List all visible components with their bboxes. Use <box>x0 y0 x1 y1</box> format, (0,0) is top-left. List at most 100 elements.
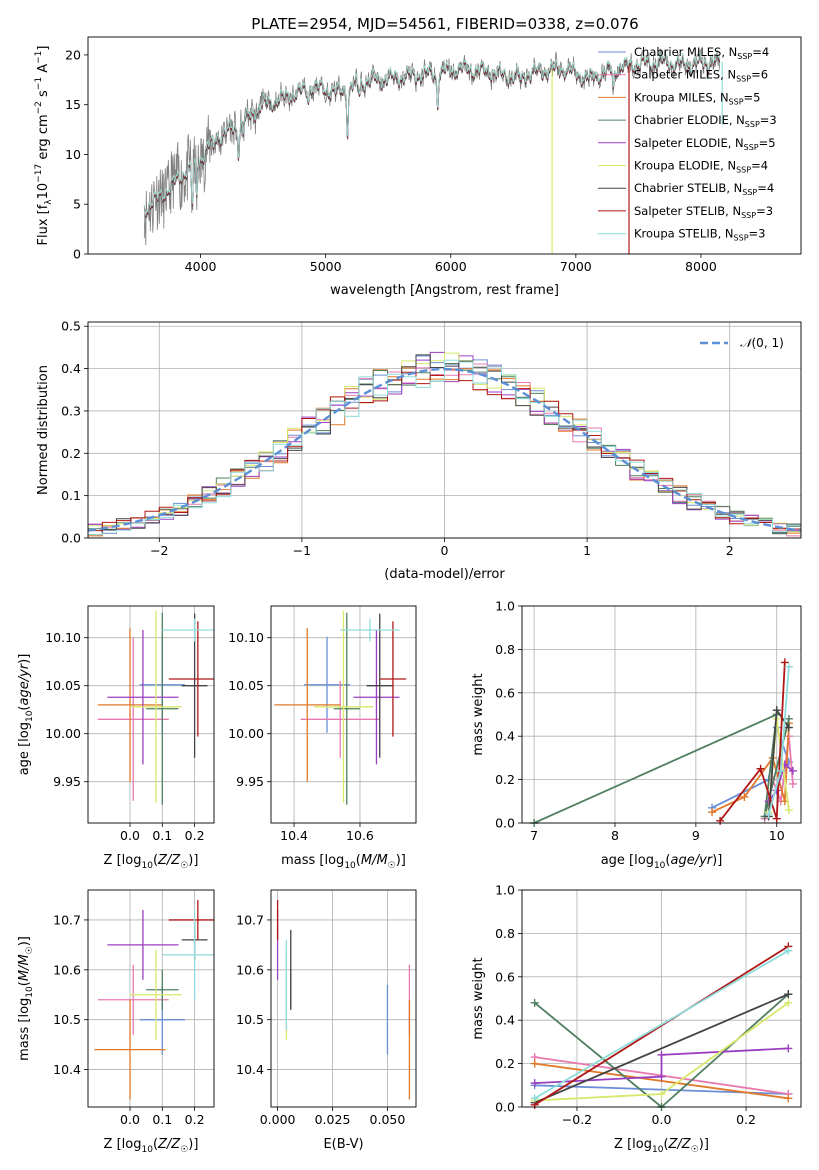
x-tick-label: 0.0 <box>120 828 140 843</box>
mass-weight-marker <box>716 816 725 825</box>
panel-age-vs-mass: 10.4 10.6 9.95 10.00 10.05 10.10 mass [log10(M… <box>228 605 417 871</box>
y-tick-label: 10.7 <box>236 912 264 927</box>
mass-weight-marker <box>784 998 793 1007</box>
y-tick-label: 0.2 <box>495 1056 515 1071</box>
panel-massweight-vs-age: 7 8 9 10 0.0 0.2 0.4 0.6 0.8 1.0 age [log10(age/yr… <box>471 599 802 871</box>
y-tick-label: 10 <box>65 147 81 162</box>
y-tick-label: 0.8 <box>495 642 515 657</box>
y-tick-label: 10.6 <box>53 962 81 977</box>
legend-entry: Kroupa MILES, NSSP=5 <box>634 90 760 106</box>
x-tick-label: 0.000 <box>260 1112 296 1127</box>
x-tick-label: 0.2 <box>185 1112 205 1127</box>
x-axis-label: mass [log10(M/M☉)] <box>281 853 406 871</box>
x-tick-label: 10.4 <box>280 828 308 843</box>
y-axis-label: Flux [fλ10−17 erg cm−2 s−1 A−1] <box>34 46 54 246</box>
mass-weight-line <box>767 762 794 802</box>
mass-weight-marker <box>708 808 717 817</box>
mass-weight-marker <box>776 766 785 775</box>
mass-weight-marker <box>784 1044 793 1053</box>
x-tick-label: −0.2 <box>562 1112 592 1127</box>
x-tick-label: 0.0 <box>652 1112 672 1127</box>
mass-weight-line <box>534 950 789 1100</box>
y-tick-label: 0.6 <box>495 685 515 700</box>
x-tick-label: 5000 <box>310 259 342 274</box>
mass-weight-marker <box>530 1059 539 1068</box>
axes-frame <box>521 889 802 1108</box>
mass-weight-line <box>534 993 789 1107</box>
y-tick-label: 15 <box>65 97 81 112</box>
x-tick-label: 0.0 <box>120 1112 140 1127</box>
legend-entry: Chabrier ELODIE, NSSP=3 <box>634 113 777 129</box>
y-axis-label: mass weight <box>471 673 486 755</box>
y-tick-label: 1.0 <box>495 883 515 898</box>
y-tick-label: 10.4 <box>236 1062 264 1077</box>
y-tick-label: 0.5 <box>61 319 81 334</box>
x-axis-label: (data-model)/error <box>384 567 505 582</box>
panel-age-vs-Z: 0.0 0.1 0.2 9.95 10.00 10.05 10.10 Z [log10(Z/Z… <box>17 605 215 871</box>
x-tick-label: 8000 <box>685 259 717 274</box>
y-tick-label: 1.0 <box>495 599 515 614</box>
y-tick-label: 0.8 <box>495 926 515 941</box>
y-tick-label: 10.05 <box>45 678 81 693</box>
mass-weight-marker <box>772 706 781 715</box>
x-axis-label: Z [log10(Z/Z☉)] <box>104 853 199 871</box>
x-tick-label: 9 <box>692 828 700 843</box>
legend-entry: Chabrier STELIB, NSSP=4 <box>634 181 774 197</box>
y-tick-label: 0.0 <box>61 531 81 546</box>
y-tick-label: 0.2 <box>495 772 515 787</box>
y-tick-label: 10.00 <box>45 726 81 741</box>
y-tick-label: 0.6 <box>495 969 515 984</box>
x-tick-label: 0.025 <box>315 1112 351 1127</box>
x-tick-label: 10 <box>769 828 785 843</box>
mass-weight-marker <box>530 1094 539 1103</box>
panel-mass-vs-Z: 0.0 0.1 0.2 10.4 10.5 10.6 10.7 Z [log10(Z/Z☉)]… <box>17 889 215 1155</box>
panel-spectrum: 4000 5000 6000 7000 8000 0 5 10 15 20 wavelength [… <box>34 36 802 298</box>
figure-title: PLATE=2954, MJD=54561, FIBERID=0338, z=0… <box>251 15 638 33</box>
x-tick-label: 7 <box>530 828 538 843</box>
mass-weight-marker <box>788 779 797 788</box>
x-axis-label: age [log10(age/yr)] <box>601 853 723 871</box>
legend-entry: Salpeter MILES, NSSP=6 <box>634 68 768 84</box>
y-tick-label: 10.5 <box>53 1012 81 1027</box>
mass-weight-marker <box>657 1089 666 1098</box>
mass-weight-marker <box>657 1072 666 1081</box>
x-tick-label: 1 <box>583 543 591 558</box>
y-tick-label: 0.4 <box>61 361 81 376</box>
legend-entry: Chabrier MILES, NSSP=4 <box>634 45 769 61</box>
x-tick-label: 0.2 <box>185 828 205 843</box>
y-axis-label: Normed distribution <box>36 365 51 495</box>
mass-weight-marker <box>756 764 765 773</box>
y-tick-label: 10.00 <box>228 726 264 741</box>
spectrum-model-line <box>143 50 721 217</box>
axes-frame <box>87 36 802 255</box>
legend-entry: Kroupa ELODIE, NSSP=4 <box>634 159 768 175</box>
x-tick-label: 10.6 <box>346 828 374 843</box>
y-tick-label: 10.4 <box>53 1062 81 1077</box>
x-tick-label: 0.2 <box>736 1112 756 1127</box>
y-tick-label: 0 <box>73 247 81 262</box>
x-tick-label: 0.1 <box>152 828 172 843</box>
mass-weight-marker <box>784 946 793 955</box>
legend-entry: Salpeter STELIB, NSSP=3 <box>634 204 773 220</box>
y-tick-label: 10.5 <box>236 1012 264 1027</box>
legend-entry: Salpeter ELODIE, NSSP=5 <box>634 136 776 152</box>
y-tick-label: 5 <box>73 197 81 212</box>
y-tick-label: 10.05 <box>228 678 264 693</box>
y-tick-label: 10.7 <box>53 912 81 927</box>
y-axis-label: mass [log10(M/M☉)] <box>17 936 35 1061</box>
y-tick-label: 10.6 <box>236 962 264 977</box>
mass-weight-line <box>719 662 786 822</box>
mass-weight-marker <box>784 723 793 732</box>
x-tick-label: 0.1 <box>152 1112 172 1127</box>
axes-frame <box>270 605 417 824</box>
mass-weight-marker <box>788 766 797 775</box>
x-tick-label: 8 <box>611 828 619 843</box>
y-tick-label: 0.1 <box>61 488 81 503</box>
y-tick-label: 0.0 <box>495 1100 515 1115</box>
spectrum-legend: Chabrier MILES, NSSP=4 Salpeter MILES, NS… <box>598 45 777 243</box>
axes-frame <box>521 605 802 824</box>
y-tick-label: 9.95 <box>53 774 81 789</box>
histogram-step <box>88 359 801 535</box>
y-tick-label: 0.4 <box>495 729 515 744</box>
